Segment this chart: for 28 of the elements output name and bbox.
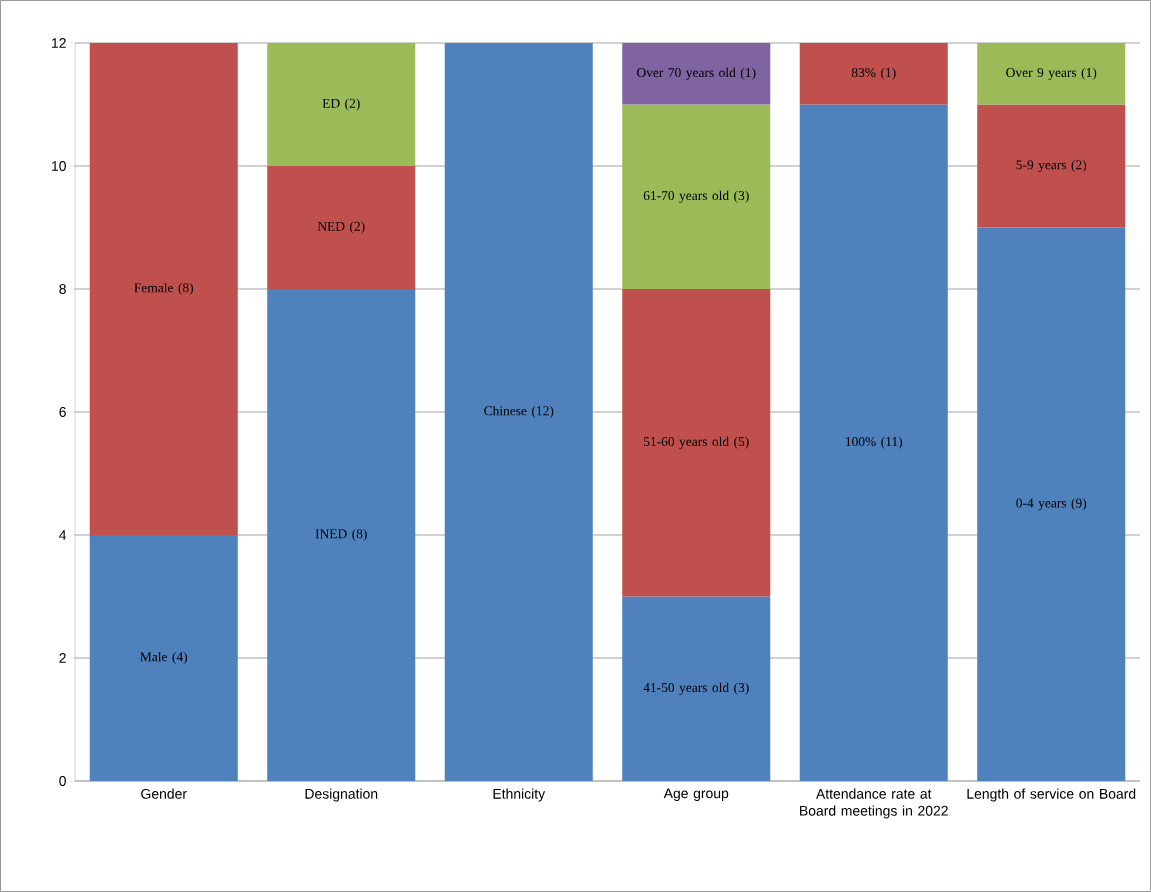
data-label: Male (4): [140, 651, 188, 665]
data-label: 61-70 years old (3): [643, 190, 749, 203]
data-label: 100% (11): [846, 436, 903, 449]
data-label: Chinese (12): [484, 405, 554, 419]
data-label: 83% (1): [851, 67, 896, 80]
y-tick-label: 2: [59, 653, 66, 663]
data-label: 0-4 years (9): [1016, 498, 1087, 511]
data-label: NED (2): [317, 221, 365, 234]
data-label: Female (8): [134, 282, 194, 296]
y-tick-label: 6: [59, 407, 66, 417]
data-label: 5-9 years (2): [1016, 159, 1087, 173]
x-tick-label: Ethnicity: [493, 788, 546, 802]
x-tick-label: Age group: [663, 788, 729, 802]
data-label: Over 70 years old (1): [637, 67, 756, 80]
x-tick-label: Designation: [305, 788, 378, 802]
data-label: 41-50 years old (3): [643, 682, 749, 695]
y-tick-label: 4: [59, 530, 67, 540]
x-tick-label: Length of service on Board: [967, 788, 1136, 802]
data-label: Over 9 years (1): [1006, 67, 1097, 80]
data-label: 51-60 years old (5): [643, 436, 749, 449]
x-tick-label: Attendance rate at Board meetings in 2022: [800, 788, 948, 819]
y-tick-label: 0: [59, 776, 66, 786]
data-label: INED (8): [315, 528, 367, 542]
x-tick-label: Gender: [141, 788, 187, 799]
y-tick-label: 10: [52, 161, 66, 171]
y-tick-label: 12: [52, 38, 66, 48]
y-tick-label: 8: [59, 284, 66, 294]
data-label: ED (2): [322, 98, 360, 111]
